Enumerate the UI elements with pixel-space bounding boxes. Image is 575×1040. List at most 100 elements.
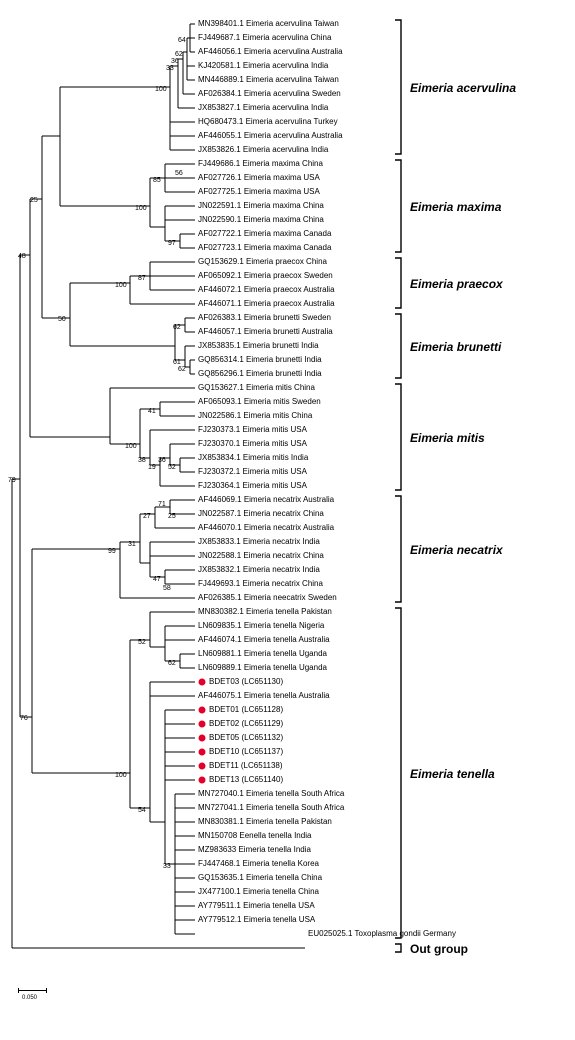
taxon-label: BDET05 (LC651132) xyxy=(209,734,283,742)
taxon-label: MN398401.1 Eimeria acervulina Taiwan xyxy=(198,20,339,28)
taxon-label: JN022591.1 Eimeria maxima China xyxy=(198,202,324,210)
taxon-label: MN727041.1 Eimeria tenella South Africa xyxy=(198,804,344,812)
bootstrap-value: 100 xyxy=(135,205,147,212)
bootstrap-value: 100 xyxy=(115,772,127,779)
scale-tick xyxy=(46,988,47,993)
bootstrap-value: 27 xyxy=(143,513,151,520)
bootstrap-value: 64 xyxy=(178,37,186,44)
taxon-label: AF446055.1 Eimeria acervulina Australia xyxy=(198,132,343,140)
taxon-label: JX853833.1 Eimeria necatrix India xyxy=(198,538,320,546)
taxon-label: BDET03 (LC651130) xyxy=(209,678,283,686)
bootstrap-value: 99 xyxy=(108,548,116,555)
taxon-label: AF446075.1 Eimeria tenella Australia xyxy=(198,692,330,700)
taxon-label: BDET10 (LC651137) xyxy=(209,748,283,756)
bootstrap-value: 100 xyxy=(115,282,127,289)
taxon-label: AF446071.1 Eimeria praecox Australia xyxy=(198,300,335,308)
taxon-label: AF446057.1 Eimeria brunetti Australia xyxy=(198,328,333,336)
highlight-dot-icon xyxy=(199,749,206,756)
bootstrap-value: 100 xyxy=(125,443,137,450)
taxon-label: JX853834.1 Eimeria mitis India xyxy=(198,454,308,462)
clade-label: Eimeria necatrix xyxy=(410,543,503,557)
taxon-label: GQ856296.1 Eimeria brunetti India xyxy=(198,370,322,378)
taxon-label: AF446056.1 Eimeria acervulina Australia xyxy=(198,48,343,56)
taxon-label: EU025025.1 Toxoplasma gondii Germany xyxy=(308,930,456,938)
scale-label: 0.050 xyxy=(22,995,37,1001)
taxon-label: MN150708 Eenella tenella India xyxy=(198,832,311,840)
bootstrap-value: 62 xyxy=(168,660,176,667)
taxon-label: GQ153627.1 Eimeria mitis China xyxy=(198,384,315,392)
highlight-dot-icon xyxy=(199,707,206,714)
highlight-dot-icon xyxy=(199,777,206,784)
bootstrap-value: 47 xyxy=(153,576,161,583)
bootstrap-value: 41 xyxy=(148,408,156,415)
taxon-label: MN830382.1 Eimeria tenella Pakistan xyxy=(198,608,332,616)
taxon-label: MN446889.1 Eimeria acervulina Taiwan xyxy=(198,76,339,84)
bootstrap-value: 87 xyxy=(138,275,146,282)
taxon-label: JX853826.1 Eimeria acervulina India xyxy=(198,146,328,154)
taxon-label: JX853835.1 Eimeria brunetti India xyxy=(198,342,319,350)
taxon-label: AF446070.1 Eimeria necatrix Australia xyxy=(198,524,334,532)
bootstrap-value: 71 xyxy=(158,501,166,508)
taxon-label: AF446072.1 Eimeria praecox Australia xyxy=(198,286,335,294)
taxon-label: FJ230364.1 Eimeria mitis USA xyxy=(198,482,307,490)
taxon-label: AF027723.1 Eimeria maxima Canada xyxy=(198,244,331,252)
bootstrap-value: 25 xyxy=(30,197,38,204)
bootstrap-value: 62 xyxy=(173,324,181,331)
taxon-label: GQ153635.1 Eimeria tenella China xyxy=(198,874,322,882)
taxon-label: FJ449693.1 Eimeria necatrix China xyxy=(198,580,323,588)
scale-tick xyxy=(18,988,19,993)
bootstrap-value: 25 xyxy=(168,513,176,520)
bootstrap-value: 79 xyxy=(8,477,16,484)
taxon-label: MN830381.1 Eimeria tenella Pakistan xyxy=(198,818,332,826)
taxon-label: LN609881.1 Eimeria tenella Uganda xyxy=(198,650,327,658)
highlight-dot-icon xyxy=(199,721,206,728)
taxon-label: GQ153629.1 Eimeria praecox China xyxy=(198,258,327,266)
scale-bar xyxy=(18,990,46,991)
clade-label: Eimeria mitis xyxy=(410,431,485,445)
bootstrap-value: 54 xyxy=(138,807,146,814)
clade-label: Eimeria tenella xyxy=(410,767,495,781)
bootstrap-value: 48 xyxy=(18,253,26,260)
taxon-label: JN022586.1 Eimeria mitis China xyxy=(198,412,312,420)
bootstrap-value: 61 xyxy=(173,359,181,366)
taxon-label: LN609889.1 Eimeria tenella Uganda xyxy=(198,664,327,672)
clade-label: Eimeria brunetti xyxy=(410,340,501,354)
highlight-dot-icon xyxy=(199,735,206,742)
bootstrap-value: 62 xyxy=(175,51,183,58)
taxon-label: JX853827.1 Eimeria acervulina India xyxy=(198,104,328,112)
taxon-label: AF026384.1 Eimeria acervulina Sweden xyxy=(198,90,341,98)
bootstrap-value: 58 xyxy=(163,585,171,592)
taxon-label: BDET01 (LC651128) xyxy=(209,706,283,714)
taxon-label: JX853832.1 Eimeria necatrix India xyxy=(198,566,320,574)
bootstrap-value: 33 xyxy=(166,65,174,72)
taxon-label: JN022588.1 Eimeria necatrix China xyxy=(198,552,324,560)
taxon-label: FJ230372.1 Eimeria mitis USA xyxy=(198,468,307,476)
clade-label: Eimeria acervulina xyxy=(410,81,516,95)
taxon-label: FJ230373.1 Eimeria mitis USA xyxy=(198,426,307,434)
bootstrap-value: 56 xyxy=(175,170,183,177)
taxon-label: BDET11 (LC651138) xyxy=(209,762,283,770)
taxon-label: JX477100.1 Eimeria tenella China xyxy=(198,888,319,896)
bootstrap-value: 19 xyxy=(148,464,156,471)
bootstrap-value: 52 xyxy=(168,464,176,471)
taxon-label: JN022590.1 Eimeria maxima China xyxy=(198,216,324,224)
clade-label: Eimeria maxima xyxy=(410,200,501,214)
taxon-label: FJ447468.1 Eimeria tenella Korea xyxy=(198,860,319,868)
taxon-label: MN727040.1 Eimeria tenella South Africa xyxy=(198,790,344,798)
bootstrap-value: 52 xyxy=(138,639,146,646)
bootstrap-value: 33 xyxy=(163,863,171,870)
bootstrap-value: 76 xyxy=(20,715,28,722)
taxon-label: AF027726.1 Eimeria maxima USA xyxy=(198,174,320,182)
highlight-dot-icon xyxy=(199,679,206,686)
clade-label: Out group xyxy=(410,942,468,956)
bootstrap-value: 38 xyxy=(138,457,146,464)
bootstrap-value: 97 xyxy=(168,240,176,247)
taxon-label: FJ449687.1 Eimeria acervulina China xyxy=(198,34,331,42)
taxon-label: FJ230370.1 Eimeria mitis USA xyxy=(198,440,307,448)
taxon-label: AF065093.1 Eimeria mitis Sweden xyxy=(198,398,321,406)
taxon-label: AY779512.1 Eimeria tenella USA xyxy=(198,916,315,924)
taxon-label: AF026383.1 Eimeria brunetti Sweden xyxy=(198,314,331,322)
bootstrap-value: 62 xyxy=(178,366,186,373)
bootstrap-value: 36 xyxy=(171,58,179,65)
taxon-label: AF026385.1 Eimeria neecatrix Sweden xyxy=(198,594,337,602)
